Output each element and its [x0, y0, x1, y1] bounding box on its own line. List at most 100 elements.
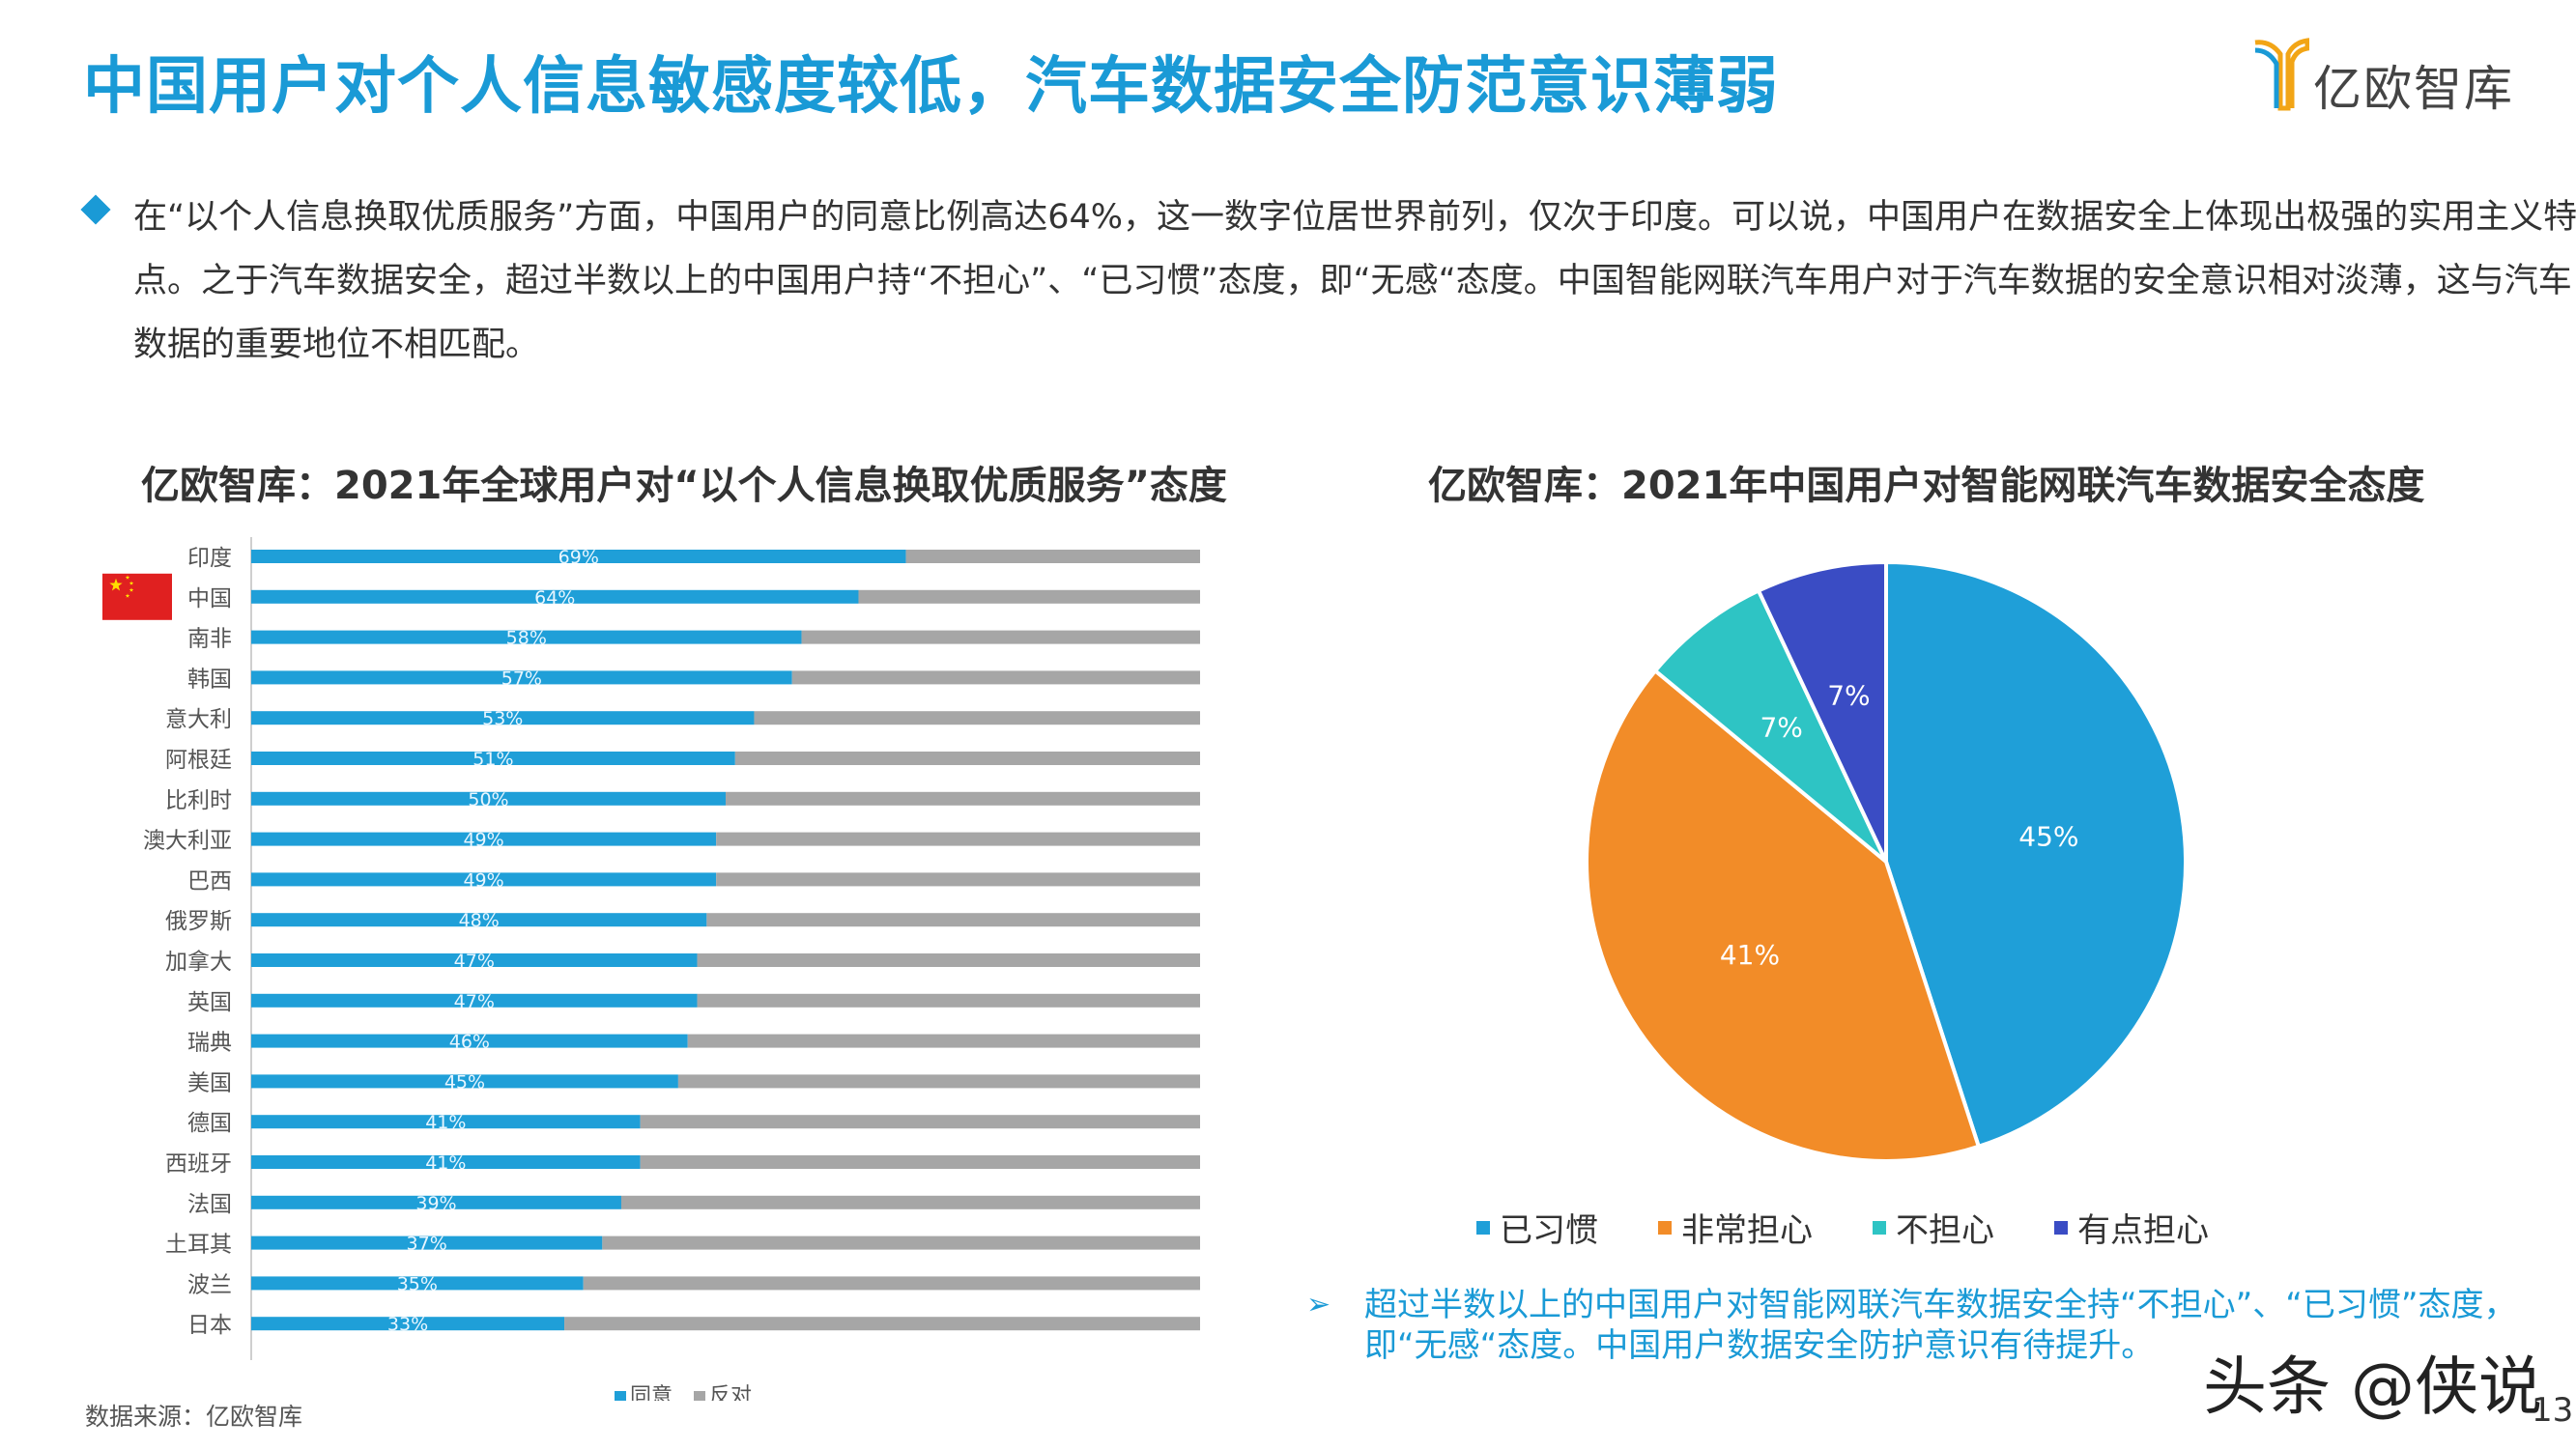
bar-category-label: 意大利	[165, 707, 232, 732]
bar-data-label: 37%	[407, 1234, 447, 1255]
bar-oppose-4	[754, 711, 1200, 725]
china-flag-icon	[102, 573, 172, 620]
pie-legend-item: 已习惯	[1476, 1204, 1598, 1251]
bar-agree-18	[251, 1276, 584, 1291]
bar-chart-title: 亿欧智库：2021年全球用户对“以个人信息换取优质服务”态度	[141, 464, 1227, 508]
bar-legend-label: 反对	[709, 1384, 752, 1401]
pie-data-label: 7%	[1827, 680, 1870, 712]
pie-slice-2	[1652, 587, 1888, 864]
bar-agree-2	[251, 630, 802, 644]
bar-legend-swatch	[694, 1391, 705, 1401]
bar-data-label: 41%	[425, 1112, 466, 1133]
bar-oppose-17	[602, 1236, 1200, 1250]
country-bar-chart: 印度 69% 中国 64% 南非 58% 韩国 57% 意大利 53% 阿根廷 51% 比利时 50% 澳大…	[102, 537, 1200, 1401]
bar-agree-10	[251, 953, 698, 967]
pie-legend-item: 有点担心	[2054, 1204, 2209, 1251]
bar-agree-3	[251, 670, 792, 685]
bar-oppose-18	[583, 1276, 1200, 1291]
bar-agree-4	[251, 711, 755, 725]
bar-category-label: 印度	[187, 546, 232, 571]
data-source: 数据来源：亿欧智库	[85, 1403, 303, 1431]
bar-agree-12	[251, 1034, 688, 1048]
bar-oppose-14	[640, 1115, 1200, 1129]
bar-data-label: 33%	[387, 1314, 428, 1335]
bar-oppose-8	[716, 872, 1200, 887]
pie-legend-swatch	[1658, 1220, 1672, 1235]
bar-category-label: 西班牙	[165, 1151, 232, 1177]
pie-legend-label: 有点担心	[2077, 1211, 2209, 1250]
bar-oppose-11	[697, 993, 1200, 1008]
bar-agree-8	[251, 872, 717, 887]
pie-data-label: 7%	[1760, 711, 1802, 743]
bar-data-label: 53%	[482, 708, 523, 729]
intro-text: 在“以个人信息换取优质服务”方面，中国用户的同意比例高达64%，这一数字位居世界…	[133, 198, 2576, 364]
bar-data-label: 50%	[468, 789, 508, 810]
diamond-bullet-icon	[80, 194, 111, 225]
pie-slice-1	[1585, 668, 1982, 1163]
bar-category-label: 比利时	[165, 788, 232, 813]
bar-oppose-3	[791, 670, 1200, 685]
bar-oppose-10	[697, 953, 1200, 967]
bar-data-label: 41%	[425, 1152, 466, 1174]
bar-category-label: 瑞典	[187, 1031, 232, 1056]
bar-category-label: 美国	[187, 1070, 232, 1095]
bar-category-label: 南非	[187, 627, 232, 652]
attitude-pie-chart: 45% 41% 7% 7%	[1585, 559, 2188, 1163]
pie-legend-label: 已习惯	[1500, 1211, 1598, 1250]
bar-data-label: 64%	[534, 587, 575, 609]
bar-data-label: 58%	[506, 628, 547, 649]
bar-data-label: 51%	[472, 749, 513, 770]
bar-oppose-5	[734, 752, 1200, 765]
page-title: 中国用户对个人信息敏感度较低，汽车数据安全防范意识薄弱	[83, 51, 1779, 123]
bar-oppose-1	[858, 589, 1200, 604]
bar-oppose-16	[620, 1195, 1200, 1209]
bar-agree-7	[251, 832, 717, 846]
bar-agree-9	[251, 913, 707, 927]
bar-data-label: 57%	[501, 668, 542, 689]
bar-category-label: 德国	[187, 1111, 232, 1136]
pie-legend-item: 非常担心	[1658, 1204, 1813, 1251]
pie-legend-swatch	[1873, 1220, 1886, 1235]
pie-slice-0	[1884, 559, 2188, 1150]
pie-chart-title: 亿欧智库：2021年中国用户对智能网联汽车数据安全态度	[1428, 464, 2425, 508]
bar-oppose-13	[677, 1074, 1200, 1089]
bar-agree-15	[251, 1155, 641, 1169]
bar-oppose-6	[726, 791, 1200, 806]
bar-data-label: 49%	[463, 830, 503, 851]
bar-data-label: 39%	[415, 1193, 456, 1214]
logo: 亿欧智库	[2251, 37, 2532, 124]
bar-oppose-7	[716, 832, 1200, 846]
bar-category-label: 巴西	[187, 868, 232, 894]
pie-legend-swatch	[1476, 1220, 1490, 1235]
bar-agree-0	[251, 550, 906, 563]
bar-category-label: 俄罗斯	[165, 909, 232, 934]
bar-agree-14	[251, 1115, 641, 1129]
pie-legend-label: 不担心	[1896, 1211, 1994, 1250]
bar-category-label: 韩国	[187, 667, 232, 692]
bar-legend-swatch	[615, 1391, 626, 1401]
bar-category-label: 英国	[187, 990, 232, 1015]
bar-data-label: 49%	[463, 869, 503, 891]
bar-agree-11	[251, 993, 698, 1008]
bar-data-label: 46%	[449, 1032, 490, 1053]
bar-oppose-2	[801, 630, 1200, 644]
conclusion-text: 超过半数以上的中国用户对智能网联汽车数据安全持“不担心”、“已习惯”态度，即“无…	[1364, 1286, 2517, 1365]
arrow-bullet-icon: ➢	[1306, 1288, 1331, 1321]
bar-agree-6	[251, 791, 726, 806]
bar-data-label: 35%	[397, 1273, 438, 1294]
pie-legend-label: 非常担心	[1681, 1211, 1813, 1250]
bar-oppose-15	[640, 1155, 1200, 1169]
bar-data-label: 47%	[454, 951, 495, 972]
bar-category-label: 中国	[187, 586, 232, 611]
watermark: 头条 @侠说	[2203, 1350, 2542, 1424]
bar-data-label: 48%	[459, 910, 500, 931]
bar-category-label: 加拿大	[165, 949, 232, 975]
pie-slice-3	[1756, 559, 1888, 863]
bar-agree-19	[251, 1317, 565, 1331]
bar-oppose-0	[905, 550, 1200, 563]
bar-category-label: 法国	[187, 1192, 232, 1217]
bar-agree-1	[251, 589, 859, 604]
bar-agree-17	[251, 1236, 603, 1250]
page-number: 13	[2532, 1391, 2574, 1430]
bar-agree-16	[251, 1195, 621, 1209]
